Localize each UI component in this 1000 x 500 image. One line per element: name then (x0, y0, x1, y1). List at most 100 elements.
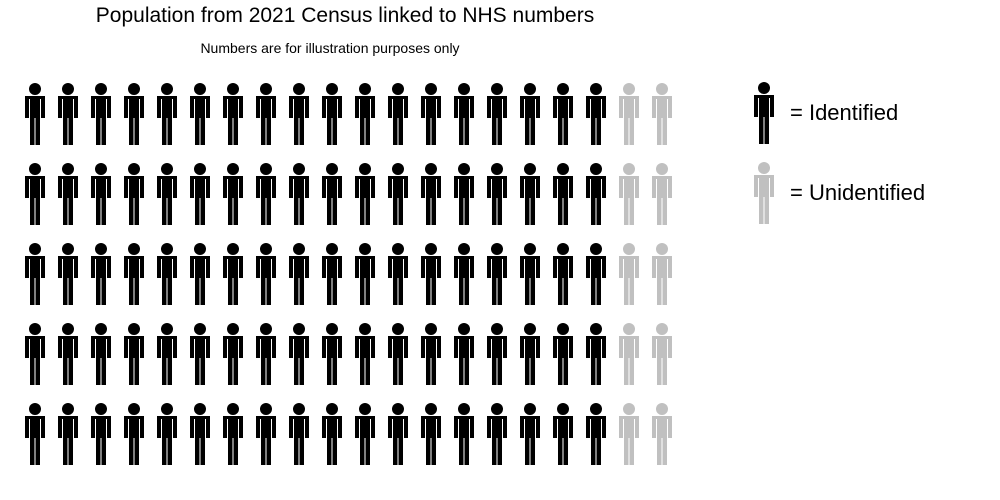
person-icon-identified (190, 163, 210, 225)
person-icon-identified (553, 243, 573, 305)
person-icon-identified (124, 243, 144, 305)
person-icon-identified (586, 403, 606, 465)
person-icon-identified (289, 83, 309, 145)
person-icon-identified (487, 403, 507, 465)
person-icon-identified (58, 403, 78, 465)
person-icon-identified (25, 323, 45, 385)
person-icon-identified (157, 403, 177, 465)
person-icon-identified (91, 403, 111, 465)
person-icon-identified (388, 323, 408, 385)
person-icon-identified (553, 83, 573, 145)
person-icon-identified (91, 323, 111, 385)
person-icon-identified (58, 243, 78, 305)
person-icon-identified (223, 163, 243, 225)
person-icon-identified (223, 243, 243, 305)
person-icon-identified (190, 323, 210, 385)
person-icon-identified (25, 83, 45, 145)
person-icon-identified (355, 243, 375, 305)
person-icon-identified (256, 83, 276, 145)
person-icon-identified (289, 163, 309, 225)
person-icon-identified (91, 83, 111, 145)
person-icon-identified (421, 243, 441, 305)
person-icon-identified (355, 323, 375, 385)
person-icon-unidentified (619, 323, 639, 385)
person-icon-identified (553, 163, 573, 225)
person-icon-identified (388, 163, 408, 225)
person-icon-identified (322, 163, 342, 225)
person-icon-identified (454, 243, 474, 305)
person-icon-identified (388, 403, 408, 465)
person-icon-identified (487, 163, 507, 225)
legend-label-unidentified: = Unidentified (790, 180, 926, 205)
person-icon-identified (421, 323, 441, 385)
person-icon-identified (553, 403, 573, 465)
person-icon-identified (487, 323, 507, 385)
person-icon-identified (256, 243, 276, 305)
person-icon-identified (124, 83, 144, 145)
person-icon-unidentified (652, 83, 672, 145)
person-icon-identified (58, 83, 78, 145)
person-icon-identified (124, 403, 144, 465)
person-icon-unidentified (652, 163, 672, 225)
person-icon-identified (388, 83, 408, 145)
person-icon-identified (355, 83, 375, 145)
person-icon-unidentified (652, 243, 672, 305)
person-icon-identified (487, 243, 507, 305)
person-icon-identified (256, 163, 276, 225)
legend-person-icon-identified (754, 82, 774, 144)
person-icon-identified (190, 243, 210, 305)
person-icon-unidentified (652, 323, 672, 385)
person-icon-identified (124, 163, 144, 225)
person-icon-unidentified (619, 83, 639, 145)
person-icon-identified (91, 243, 111, 305)
person-icon-identified (322, 403, 342, 465)
person-icon-identified (487, 83, 507, 145)
pictogram-grid (25, 83, 672, 465)
person-icon-identified (586, 163, 606, 225)
person-icon-identified (388, 243, 408, 305)
person-icon-identified (256, 323, 276, 385)
person-icon-identified (355, 403, 375, 465)
person-icon-unidentified (619, 243, 639, 305)
person-icon-identified (586, 83, 606, 145)
person-icon-unidentified (652, 403, 672, 465)
person-icon-identified (553, 323, 573, 385)
legend-person-icon-unidentified (754, 162, 774, 224)
person-icon-identified (223, 323, 243, 385)
person-icon-identified (25, 243, 45, 305)
person-icon-identified (289, 243, 309, 305)
person-icon-identified (256, 403, 276, 465)
person-icon-identified (223, 83, 243, 145)
person-icon-identified (520, 403, 540, 465)
person-icon-identified (157, 83, 177, 145)
person-icon-identified (520, 163, 540, 225)
person-icon-identified (157, 243, 177, 305)
person-icon-identified (223, 403, 243, 465)
person-icon-identified (25, 163, 45, 225)
person-icon-identified (421, 83, 441, 145)
person-icon-unidentified (619, 163, 639, 225)
person-icon-identified (754, 82, 774, 144)
person-icon-identified (355, 163, 375, 225)
person-icon-identified (157, 163, 177, 225)
person-icon-identified (124, 323, 144, 385)
person-icon-identified (520, 243, 540, 305)
person-icon-identified (58, 323, 78, 385)
person-icon-identified (421, 403, 441, 465)
person-icon-identified (25, 403, 45, 465)
person-icon-identified (190, 83, 210, 145)
person-icon-identified (91, 163, 111, 225)
person-icon-identified (322, 83, 342, 145)
person-icon-identified (157, 323, 177, 385)
person-icon-identified (58, 163, 78, 225)
person-icon-unidentified (619, 403, 639, 465)
chart-subtitle: Numbers are for illustration purposes on… (200, 40, 460, 56)
legend-label-identified: = Identified (790, 100, 899, 125)
person-icon-identified (289, 323, 309, 385)
person-icon-identified (454, 83, 474, 145)
person-icon-identified (520, 83, 540, 145)
person-icon-identified (454, 163, 474, 225)
person-icon-identified (586, 323, 606, 385)
person-icon-identified (421, 163, 441, 225)
person-icon-unidentified (754, 162, 774, 224)
